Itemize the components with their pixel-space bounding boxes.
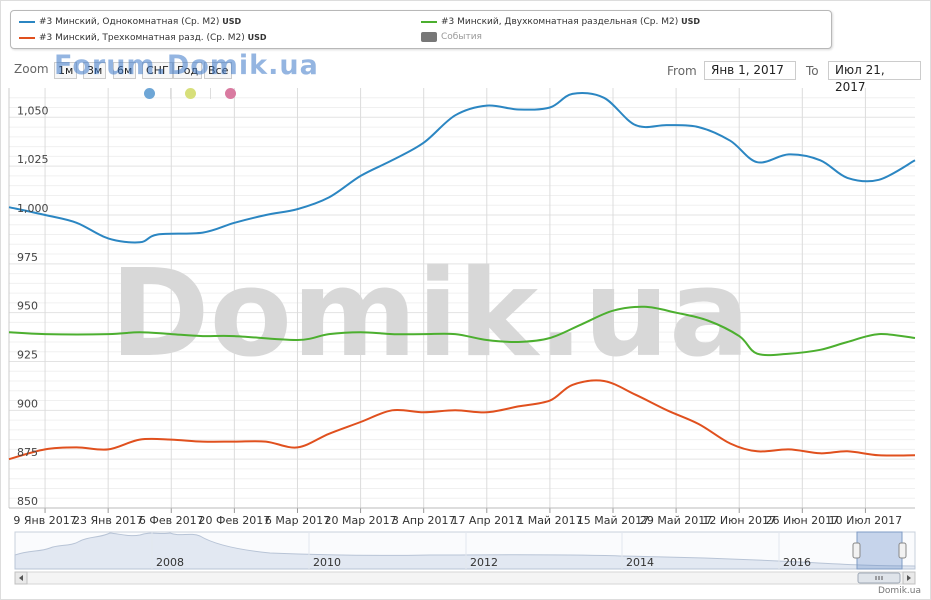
x-tick-label: 12 Июн 2017 bbox=[702, 514, 776, 527]
x-tick-label: 20 Мар 2017 bbox=[324, 514, 396, 527]
legend-label: События bbox=[441, 32, 482, 42]
x-grid bbox=[8, 88, 915, 513]
event-separator bbox=[210, 88, 211, 99]
navigator-year-label: 2012 bbox=[470, 556, 498, 569]
event-dot-blue[interactable] bbox=[144, 88, 155, 99]
navigator-year-label: 2014 bbox=[626, 556, 654, 569]
navigator-year-label: 2016 bbox=[783, 556, 811, 569]
x-tick-label: 29 Май 2017 bbox=[640, 514, 712, 527]
zoom-button-3m[interactable]: 3м bbox=[83, 62, 107, 79]
zoom-button-year[interactable]: Год bbox=[173, 62, 203, 79]
event-dot-yellow[interactable] bbox=[185, 88, 196, 99]
y-axis-labels: 850 875 900 925 950 975 1,000 1,025 1,050 bbox=[17, 104, 49, 508]
legend-item-one-room[interactable]: #3 Минский, Однокомнатная (Ср. М2) USD bbox=[19, 16, 241, 28]
x-tick-label: 20 Фев 2017 bbox=[199, 514, 271, 527]
navigator-year-label: 2010 bbox=[313, 556, 341, 569]
y-tick-label: 950 bbox=[17, 300, 38, 313]
event-separator bbox=[170, 88, 171, 99]
y-tick-label: 1,050 bbox=[17, 104, 49, 117]
to-date-input[interactable]: Июл 21, 2017 bbox=[828, 61, 921, 94]
legend: #3 Минский, Однокомнатная (Ср. М2) USD #… bbox=[10, 10, 832, 49]
y-tick-label: 1,000 bbox=[17, 202, 49, 215]
navigator-selected-range[interactable] bbox=[856, 531, 903, 570]
x-tick-label: 1 Май 2017 bbox=[517, 514, 582, 527]
x-tick-label: 17 Апр 2017 bbox=[451, 514, 522, 527]
legend-label: #3 Минский, Однокомнатная (Ср. М2) bbox=[39, 17, 220, 27]
x-tick-label: 6 Мар 2017 bbox=[265, 514, 330, 527]
x-tick-label: 23 Янв 2017 bbox=[73, 514, 143, 527]
legend-unit: USD bbox=[222, 17, 242, 26]
y-grid bbox=[9, 97, 915, 509]
legend-line-swatch bbox=[421, 20, 437, 23]
scrollbar[interactable] bbox=[14, 571, 916, 585]
legend-unit: USD bbox=[247, 33, 267, 42]
legend-item-three-room[interactable]: #3 Минский, Трехкомнатная разд. (Ср. М2)… bbox=[19, 32, 267, 44]
x-tick-label: 3 Апр 2017 bbox=[392, 514, 456, 527]
y-tick-label: 975 bbox=[17, 251, 38, 264]
navigator-handle-left[interactable] bbox=[852, 542, 861, 559]
x-tick-label: 26 Июн 2017 bbox=[765, 514, 839, 527]
scrollbar-right-arrow-icon bbox=[907, 575, 911, 581]
navigator-series-area bbox=[14, 532, 916, 570]
navigator[interactable]: 2008 2010 2012 2014 2016 bbox=[14, 531, 916, 570]
y-tick-label: 925 bbox=[17, 348, 38, 361]
series-lines bbox=[8, 92, 916, 461]
y-tick-label: 875 bbox=[17, 446, 38, 459]
navigator-year-label: 2008 bbox=[156, 556, 184, 569]
legend-item-two-room[interactable]: #3 Минский, Двухкомнатная раздельная (Ср… bbox=[421, 16, 700, 28]
navigator-year-labels: 2008 2010 2012 2014 2016 bbox=[151, 532, 811, 569]
legend-line-swatch bbox=[19, 20, 35, 23]
event-dot-pink[interactable] bbox=[225, 88, 236, 99]
scrollbar-left-arrow-icon bbox=[19, 575, 23, 581]
navigator-handle-right[interactable] bbox=[898, 542, 907, 559]
from-label: From bbox=[667, 64, 697, 78]
legend-label: #3 Минский, Двухкомнатная раздельная (Ср… bbox=[441, 17, 679, 27]
zoom-button-all[interactable]: Все bbox=[204, 62, 233, 79]
to-label: To bbox=[806, 64, 819, 78]
x-tick-label: 9 Янв 2017 bbox=[13, 514, 76, 527]
zoom-button-ytd[interactable]: СНГ bbox=[142, 62, 173, 79]
legend-label: #3 Минский, Трехкомнатная разд. (Ср. М2) bbox=[39, 33, 245, 43]
legend-item-events[interactable]: События bbox=[421, 31, 482, 43]
scrollbar-track[interactable] bbox=[14, 571, 916, 585]
series-line-one-room[interactable] bbox=[8, 92, 916, 244]
credit-link[interactable]: Domik.ua bbox=[878, 586, 921, 596]
legend-events-swatch bbox=[421, 31, 437, 42]
x-tick-label: 10 Июл 2017 bbox=[829, 514, 903, 527]
zoom-button-6m[interactable]: 6м bbox=[113, 62, 137, 79]
zoom-button-1m[interactable]: 1м bbox=[54, 62, 78, 79]
watermark-large: Domik.ua bbox=[110, 245, 750, 384]
y-tick-label: 850 bbox=[17, 495, 38, 508]
series-line-three-room[interactable] bbox=[8, 379, 916, 461]
scrollbar-grip-icon bbox=[875, 576, 883, 580]
zoom-label: Zoom bbox=[14, 62, 49, 76]
from-date-input[interactable]: Янв 1, 2017 bbox=[704, 61, 796, 80]
legend-unit: USD bbox=[681, 17, 700, 26]
legend-line-swatch bbox=[19, 36, 35, 39]
series-line-two-room[interactable] bbox=[8, 305, 916, 357]
x-tick-label: 15 Май 2017 bbox=[577, 514, 649, 527]
y-tick-label: 900 bbox=[17, 397, 38, 410]
y-tick-label: 1,025 bbox=[17, 153, 49, 166]
x-tick-label: 6 Фев 2017 bbox=[139, 514, 204, 527]
